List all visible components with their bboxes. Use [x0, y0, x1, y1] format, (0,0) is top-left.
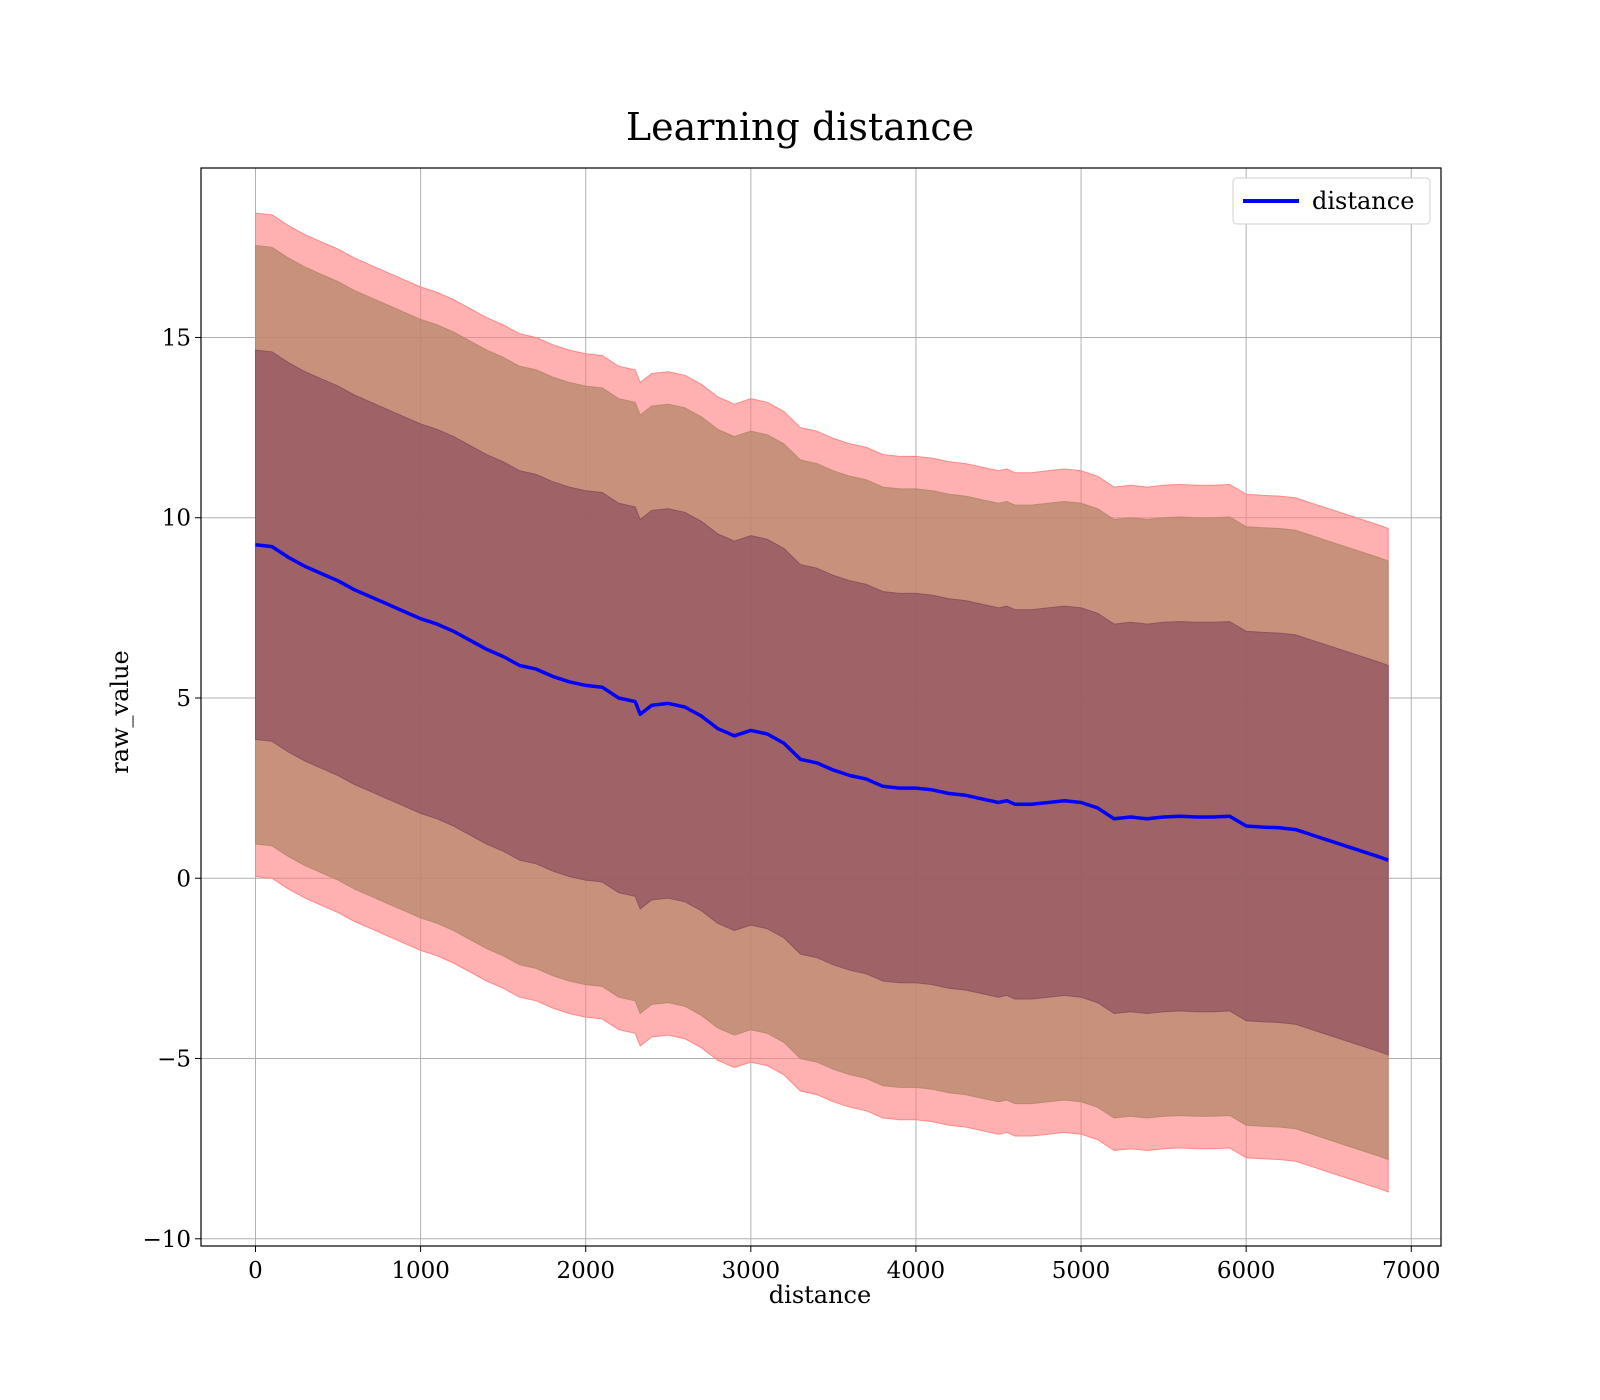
x-tick-label: 5000 — [1052, 1258, 1111, 1284]
y-tick-label: −5 — [157, 1047, 191, 1073]
y-tick-label: 5 — [176, 686, 191, 712]
legend: distance — [1232, 177, 1431, 225]
band-inner — [255, 349, 1389, 1056]
y-tick-label: 10 — [162, 506, 191, 532]
legend-label-distance: distance — [1312, 187, 1414, 215]
x-tick-label: 7000 — [1382, 1258, 1441, 1284]
x-tick-label: 0 — [248, 1258, 263, 1284]
x-tick-label: 3000 — [722, 1258, 781, 1284]
y-axis-label: raw_value — [106, 650, 134, 774]
chart-title: Learning distance — [626, 105, 974, 149]
plot-frame — [200, 167, 1442, 1247]
confidence-bands — [255, 212, 1389, 1193]
y-tick-label: 0 — [176, 866, 191, 892]
series-line-distance — [255, 543, 1389, 862]
x-tick-label: 6000 — [1217, 1258, 1276, 1284]
x-axis-label: distance — [769, 1281, 871, 1309]
series-lines — [255, 543, 1389, 862]
x-tick-label: 1000 — [391, 1258, 450, 1284]
x-tick-label: 4000 — [887, 1258, 946, 1284]
axis-ticks: 0 1000 2000 3000 4000 5000 6000 7000 −10 −5 0 5 10 15 — [142, 325, 1440, 1284]
x-tick-label: 2000 — [556, 1258, 615, 1284]
legend-box — [1232, 177, 1431, 225]
y-tick-label: 15 — [162, 325, 191, 351]
y-tick-label: −10 — [142, 1227, 191, 1253]
